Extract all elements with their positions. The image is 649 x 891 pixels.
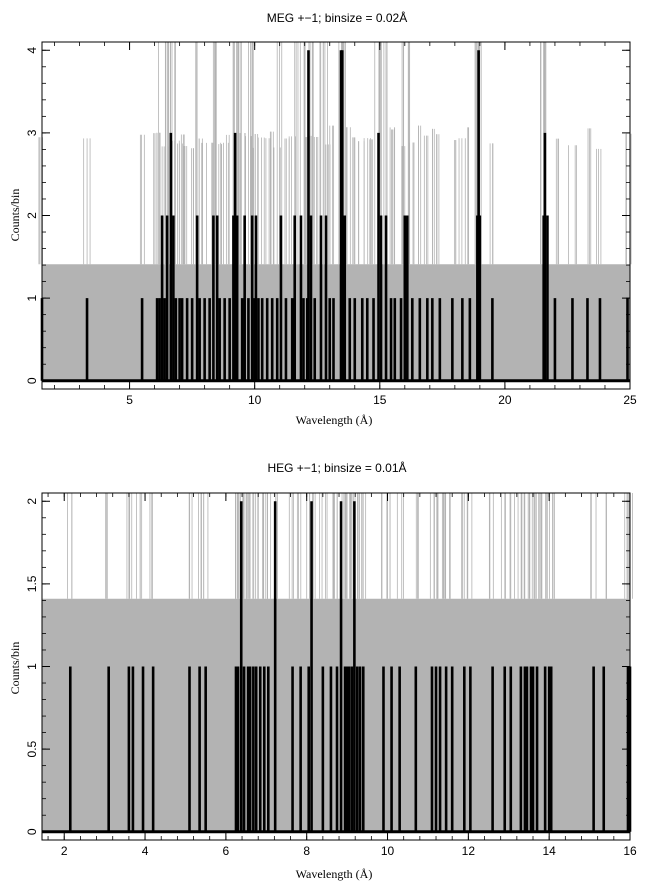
- heg-x-axis: 2 4 6 8 10 12 14 16: [47, 493, 637, 858]
- meg-y-axis: 0 1 2 3 4: [25, 47, 630, 384]
- meg-x-tick-label: 15: [373, 393, 387, 407]
- meg-y-axis-label: Counts/bin: [8, 189, 22, 242]
- meg-x-tick-label: 10: [248, 393, 262, 407]
- heg-chart-title: HEG +−1; binsize = 0.01Å: [267, 460, 406, 475]
- meg-y-tick-label: 4: [25, 47, 39, 54]
- heg-x-tick-label: 14: [542, 844, 556, 858]
- meg-x-tick-label: 20: [498, 393, 512, 407]
- heg-y-tick-label: 1: [25, 663, 39, 670]
- heg-y-tick-label: 0.5: [25, 740, 39, 757]
- meg-y-tick-label: 0: [25, 377, 39, 384]
- meg-error-band: [42, 264, 630, 381]
- meg-x-axis: 5 10 15 20 25: [54, 42, 637, 407]
- heg-panel: HEG +−1; binsize = 0.01Å 2 4 6 8 10 12 14 16 00…: [8, 460, 637, 881]
- heg-y-axis-label: Counts/bin: [8, 642, 22, 695]
- meg-y-tick-label: 2: [25, 212, 39, 219]
- meg-x-axis-label: Wavelength (Å): [296, 413, 373, 427]
- meg-x-tick-label: 5: [126, 393, 133, 407]
- meg-plot-area: [38, 42, 632, 383]
- heg-x-tick-label: 16: [623, 844, 637, 858]
- meg-chart-title: MEG +−1; binsize = 0.02Å: [267, 10, 407, 25]
- heg-y-axis: 0 0.5 1 1.5 2: [25, 498, 630, 835]
- heg-error-bars: [67, 493, 633, 599]
- meg-error-bars: [38, 42, 632, 265]
- heg-x-tick-label: 6: [223, 844, 230, 858]
- heg-y-tick-label: 1.5: [25, 575, 39, 592]
- heg-x-tick-label: 10: [381, 844, 395, 858]
- meg-panel: MEG +−1; binsize = 0.02Å 5 10 15 20 25 0 1 2 3 4…: [8, 10, 637, 427]
- heg-x-tick-label: 2: [61, 844, 68, 858]
- meg-y-tick-label: 1: [25, 294, 39, 301]
- heg-x-tick-label: 12: [462, 844, 476, 858]
- heg-y-tick-label: 0: [25, 828, 39, 835]
- heg-x-tick-label: 4: [142, 844, 149, 858]
- heg-x-axis-label: Wavelength (Å): [296, 867, 373, 881]
- meg-x-tick-label: 25: [623, 393, 637, 407]
- heg-plot-area: [42, 493, 633, 834]
- meg-counts-series: [40, 50, 630, 383]
- meg-y-tick-label: 3: [25, 129, 39, 136]
- heg-x-tick-label: 8: [303, 844, 310, 858]
- heg-y-tick-label: 2: [25, 498, 39, 505]
